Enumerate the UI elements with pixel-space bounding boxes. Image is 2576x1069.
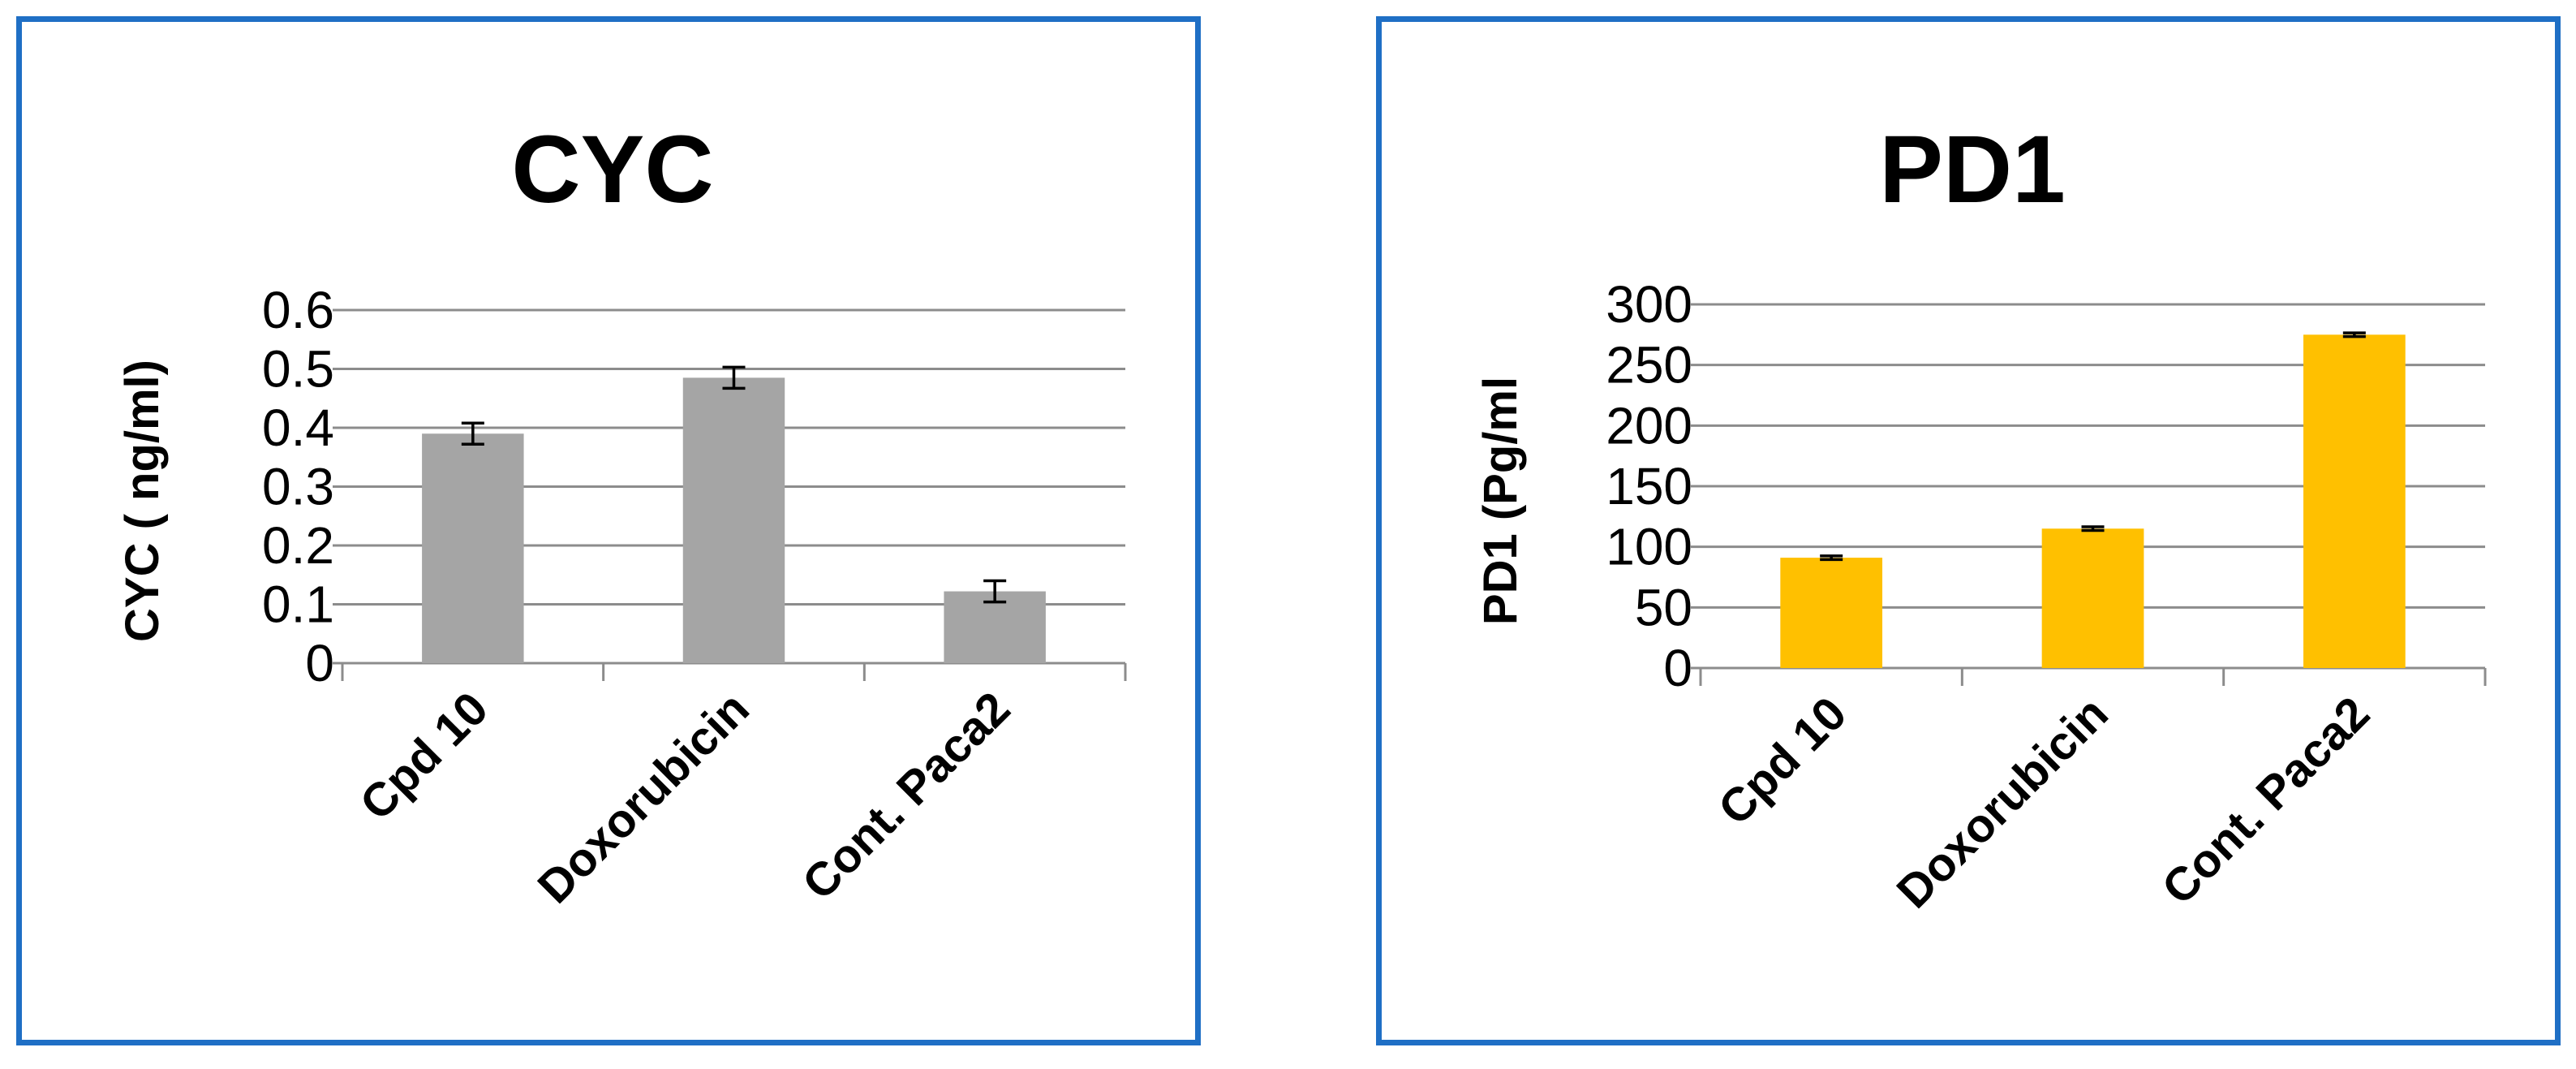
y-axis-label: CYC ( ng/ml) [116,360,169,642]
y-tick-label: 0.5 [262,340,334,399]
bar [422,433,524,663]
y-tick-label: 200 [1606,396,1692,455]
chart-title: CYC [511,116,713,223]
y-tick-label: 100 [1606,518,1692,576]
bar [2303,334,2406,668]
y-tick-label: 0.6 [262,281,334,339]
y-tick-label: 300 [1606,275,1692,334]
x-tick-label: Cpd 10 [1709,687,1857,835]
x-tick-label: Doxorubicin [527,682,759,913]
chart-title: PD1 [1879,116,2066,223]
x-tick-label: Doxorubicin [1886,687,2118,918]
x-tick-label: Cpd 10 [350,682,498,830]
x-tick-label: Cont. Paca2 [2152,687,2380,915]
pd1-chart-panel: PD1 PD1 (Pg/ml 0 50 100 150 200 250 300 Cpd 10 D… [1376,16,2561,1045]
cyc-chart: CYC CYC ( ng/ml) 00.10.20.30.40.50.6 Cpd … [116,116,1127,913]
y-tick-label: 250 [1606,336,1692,394]
cyc-chart-panel: CYC CYC ( ng/ml) 0 0.1 0.2 0.3 0.4 0.5 0.6 Cpd … [16,16,1201,1045]
y-tick-label: 0.3 [262,458,334,516]
y-tick-label: 50 [1635,578,1692,636]
bar [682,377,785,663]
y-tick-label: 0.2 [262,516,334,575]
y-tick-label: 150 [1606,457,1692,515]
y-tick-label: 0.4 [262,399,334,457]
bar [1780,558,1883,668]
y-axis-label: PD1 (Pg/ml [1474,377,1527,625]
y-tick-label: 0.1 [262,575,334,634]
bar [2041,528,2144,668]
y-tick-label: 0 [1663,639,1692,697]
x-tick-label: Cont. Paca2 [793,682,1021,910]
y-tick-label: 0 [305,634,334,692]
